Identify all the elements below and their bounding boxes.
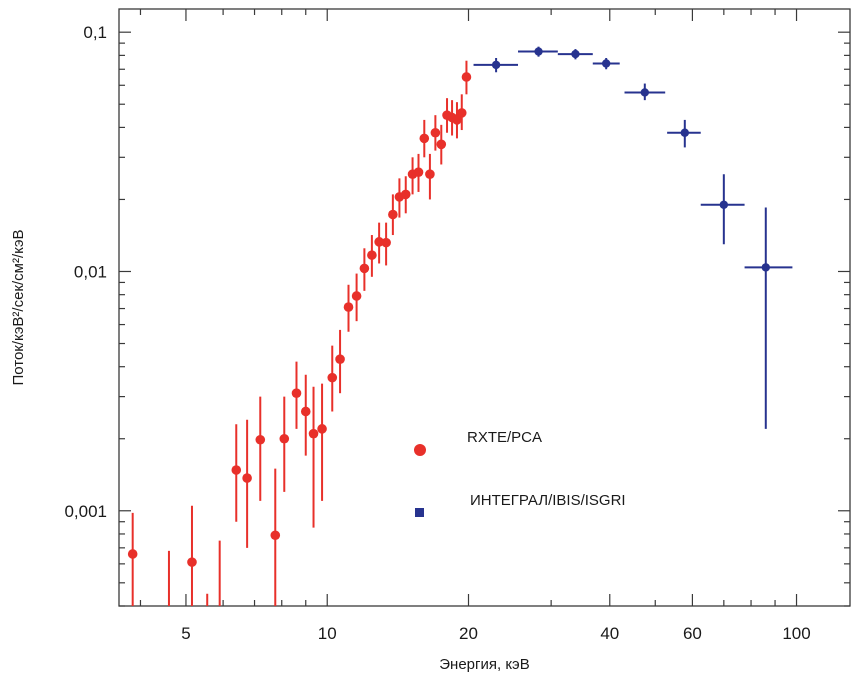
data-point (430, 127, 441, 138)
y-tick-label: 0,01 (74, 262, 107, 281)
data-point (351, 291, 362, 301)
data-point (291, 388, 302, 398)
data-point (413, 167, 424, 177)
y-axis-label: Поток/кэВ²/сек/см²/кэВ (10, 229, 27, 385)
data-point (335, 354, 345, 364)
data-point (300, 406, 311, 417)
data-point (381, 237, 391, 248)
data-point (367, 250, 377, 260)
data-point (400, 189, 411, 200)
data-point (436, 139, 447, 150)
data-point (419, 133, 430, 144)
legend-marker-rxte (414, 444, 426, 456)
y-tick-label: 0,1 (83, 23, 107, 42)
x-tick-label: 100 (782, 624, 810, 643)
data-point (452, 115, 462, 125)
data-point (719, 200, 729, 209)
x-tick-label: 20 (459, 624, 478, 643)
plot-frame (118, 8, 851, 607)
data-point (601, 59, 611, 68)
x-tick-label: 60 (683, 624, 702, 643)
data-point (359, 263, 370, 274)
data-point (327, 372, 338, 383)
data-point (242, 473, 252, 483)
data-point (534, 47, 543, 56)
legend-marker-integral (415, 508, 424, 517)
data-point (425, 169, 435, 180)
data-point (255, 434, 266, 445)
data-point (680, 128, 689, 137)
y-tick-label: 0,001 (64, 502, 107, 521)
data-point (343, 302, 354, 312)
series-integral (473, 46, 793, 429)
data-point (279, 433, 290, 444)
legend-label-rxte: RXTE/PCA (467, 429, 542, 446)
axis-ticks: 5 10 20 40 60 100 0,001 0,01 0,1 (64, 9, 850, 643)
data-point (308, 428, 319, 439)
data-point (571, 49, 580, 59)
data-point (187, 557, 197, 567)
data-point (640, 88, 649, 97)
x-tick-label: 40 (600, 624, 619, 643)
data-point (491, 60, 501, 70)
series-rxte (127, 60, 472, 606)
data-point (374, 237, 384, 247)
data-point (127, 549, 138, 559)
legend: RXTE/PCA ИНТЕГРАЛ/IBIS/ISGRI (414, 429, 626, 517)
data-series (127, 46, 793, 606)
data-point (317, 424, 327, 434)
data-point (456, 108, 467, 118)
data-point (270, 530, 281, 541)
x-axis-label: Энергия, кэВ (439, 656, 529, 673)
x-tick-label: 5 (181, 624, 190, 643)
data-point (761, 263, 770, 272)
data-point (388, 209, 398, 220)
data-point (231, 465, 242, 475)
legend-label-integral: ИНТЕГРАЛ/IBIS/ISGRI (470, 492, 626, 509)
data-point (461, 72, 472, 82)
x-tick-label: 10 (318, 624, 337, 643)
